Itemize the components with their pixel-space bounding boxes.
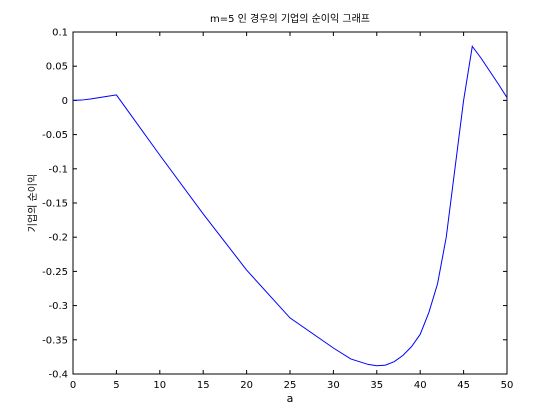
- x-tick-label: 50: [501, 380, 514, 391]
- y-tick-label: -0.15: [42, 199, 68, 210]
- x-tick-label: 45: [457, 380, 470, 391]
- y-tick-label: -0.1: [48, 164, 68, 175]
- y-tick-label: 0.1: [52, 28, 68, 39]
- x-tick-label: 25: [284, 380, 297, 391]
- y-tick-label: -0.25: [42, 267, 68, 278]
- axis-ticks: [72, 31, 508, 375]
- x-tick-label: 15: [197, 380, 210, 391]
- x-axis-label: a: [287, 392, 294, 405]
- y-tick-label: -0.2: [48, 233, 68, 244]
- y-tick-label: 0.05: [46, 62, 68, 73]
- x-tick-label: 35: [370, 380, 383, 391]
- y-tick-label: -0.4: [48, 370, 68, 381]
- y-tick-label: -0.35: [42, 335, 68, 346]
- y-tick-label: 0: [62, 96, 68, 107]
- x-tick-label: 5: [113, 380, 119, 391]
- chart-title: m=5 인 경우의 기업의 순이익 그래프: [210, 12, 370, 25]
- y-tick-label: -0.05: [42, 130, 68, 141]
- x-tick-label: 40: [414, 380, 427, 391]
- x-tick-label: 10: [153, 380, 166, 391]
- series-line: [72, 45, 508, 367]
- x-tick-label: 20: [240, 380, 253, 391]
- plot-area: [72, 31, 508, 375]
- tick-labels: 0 5 10 15 20 25 30 35 40 45 50 0.1 0.05 0 -0.05 -0.1 -0.…: [42, 28, 513, 392]
- y-tick-label: -0.3: [48, 301, 68, 312]
- y-axis-label: 기업의 순이익: [26, 174, 39, 232]
- series-group: [72, 45, 508, 367]
- x-tick-label: 30: [327, 380, 340, 391]
- x-tick-label: 0: [70, 380, 76, 391]
